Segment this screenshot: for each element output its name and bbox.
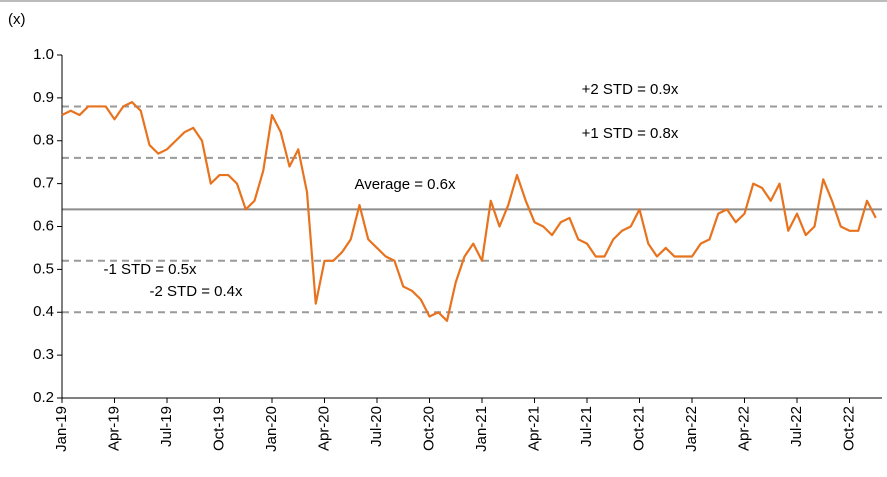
- y-tick-label: 0.9: [33, 89, 54, 106]
- x-tick-label: Jan-22: [683, 406, 700, 452]
- y-axis-label: (x): [8, 11, 26, 28]
- reference-label: +1 STD = 0.8x: [582, 125, 679, 142]
- x-tick-label: Oct-20: [420, 406, 437, 451]
- y-tick-label: 0.7: [33, 175, 54, 192]
- x-tick-label: Apr-21: [525, 406, 542, 451]
- reference-label: -1 STD = 0.5x: [104, 261, 197, 278]
- x-tick-label: Jul-19: [158, 406, 175, 447]
- x-tick-label: Jan-20: [263, 406, 280, 452]
- reference-label: +2 STD = 0.9x: [582, 81, 679, 98]
- y-tick-label: 0.2: [33, 389, 54, 406]
- reference-label: Average = 0.6x: [354, 176, 456, 193]
- x-tick-label: Jul-21: [578, 406, 595, 447]
- y-tick-label: 0.4: [33, 303, 54, 320]
- x-tick-label: Jul-20: [368, 406, 385, 447]
- x-tick-label: Jul-22: [788, 406, 805, 447]
- y-tick-label: 0.6: [33, 217, 54, 234]
- x-tick-label: Oct-22: [840, 406, 857, 451]
- x-tick-label: Jan-19: [53, 406, 70, 452]
- x-tick-label: Apr-20: [315, 406, 332, 451]
- y-tick-label: 0.5: [33, 260, 54, 277]
- series-line: [61, 101, 877, 322]
- y-tick-label: 1.0: [33, 46, 54, 63]
- x-tick-label: Jan-21: [473, 406, 490, 452]
- x-tick-label: Apr-22: [735, 406, 752, 451]
- reference-label: -2 STD = 0.4x: [150, 283, 243, 300]
- x-tick-label: Apr-19: [105, 406, 122, 451]
- y-tick-label: 0.8: [33, 132, 54, 149]
- x-tick-label: Oct-21: [630, 406, 647, 451]
- y-tick-label: 0.3: [33, 346, 54, 363]
- x-tick-label: Oct-19: [210, 406, 227, 451]
